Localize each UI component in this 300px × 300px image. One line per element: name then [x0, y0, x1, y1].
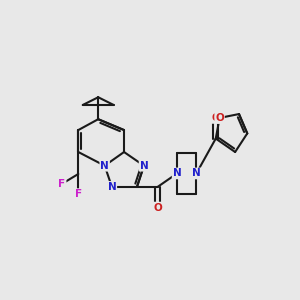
Text: F: F — [75, 189, 82, 199]
Text: N: N — [172, 169, 182, 178]
Text: F: F — [58, 179, 66, 189]
Text: N: N — [140, 161, 148, 171]
Text: O: O — [212, 113, 220, 123]
Text: N: N — [107, 182, 116, 192]
Text: O: O — [153, 202, 162, 213]
Text: N: N — [192, 169, 201, 178]
Text: N: N — [100, 161, 109, 171]
Text: O: O — [215, 113, 224, 123]
